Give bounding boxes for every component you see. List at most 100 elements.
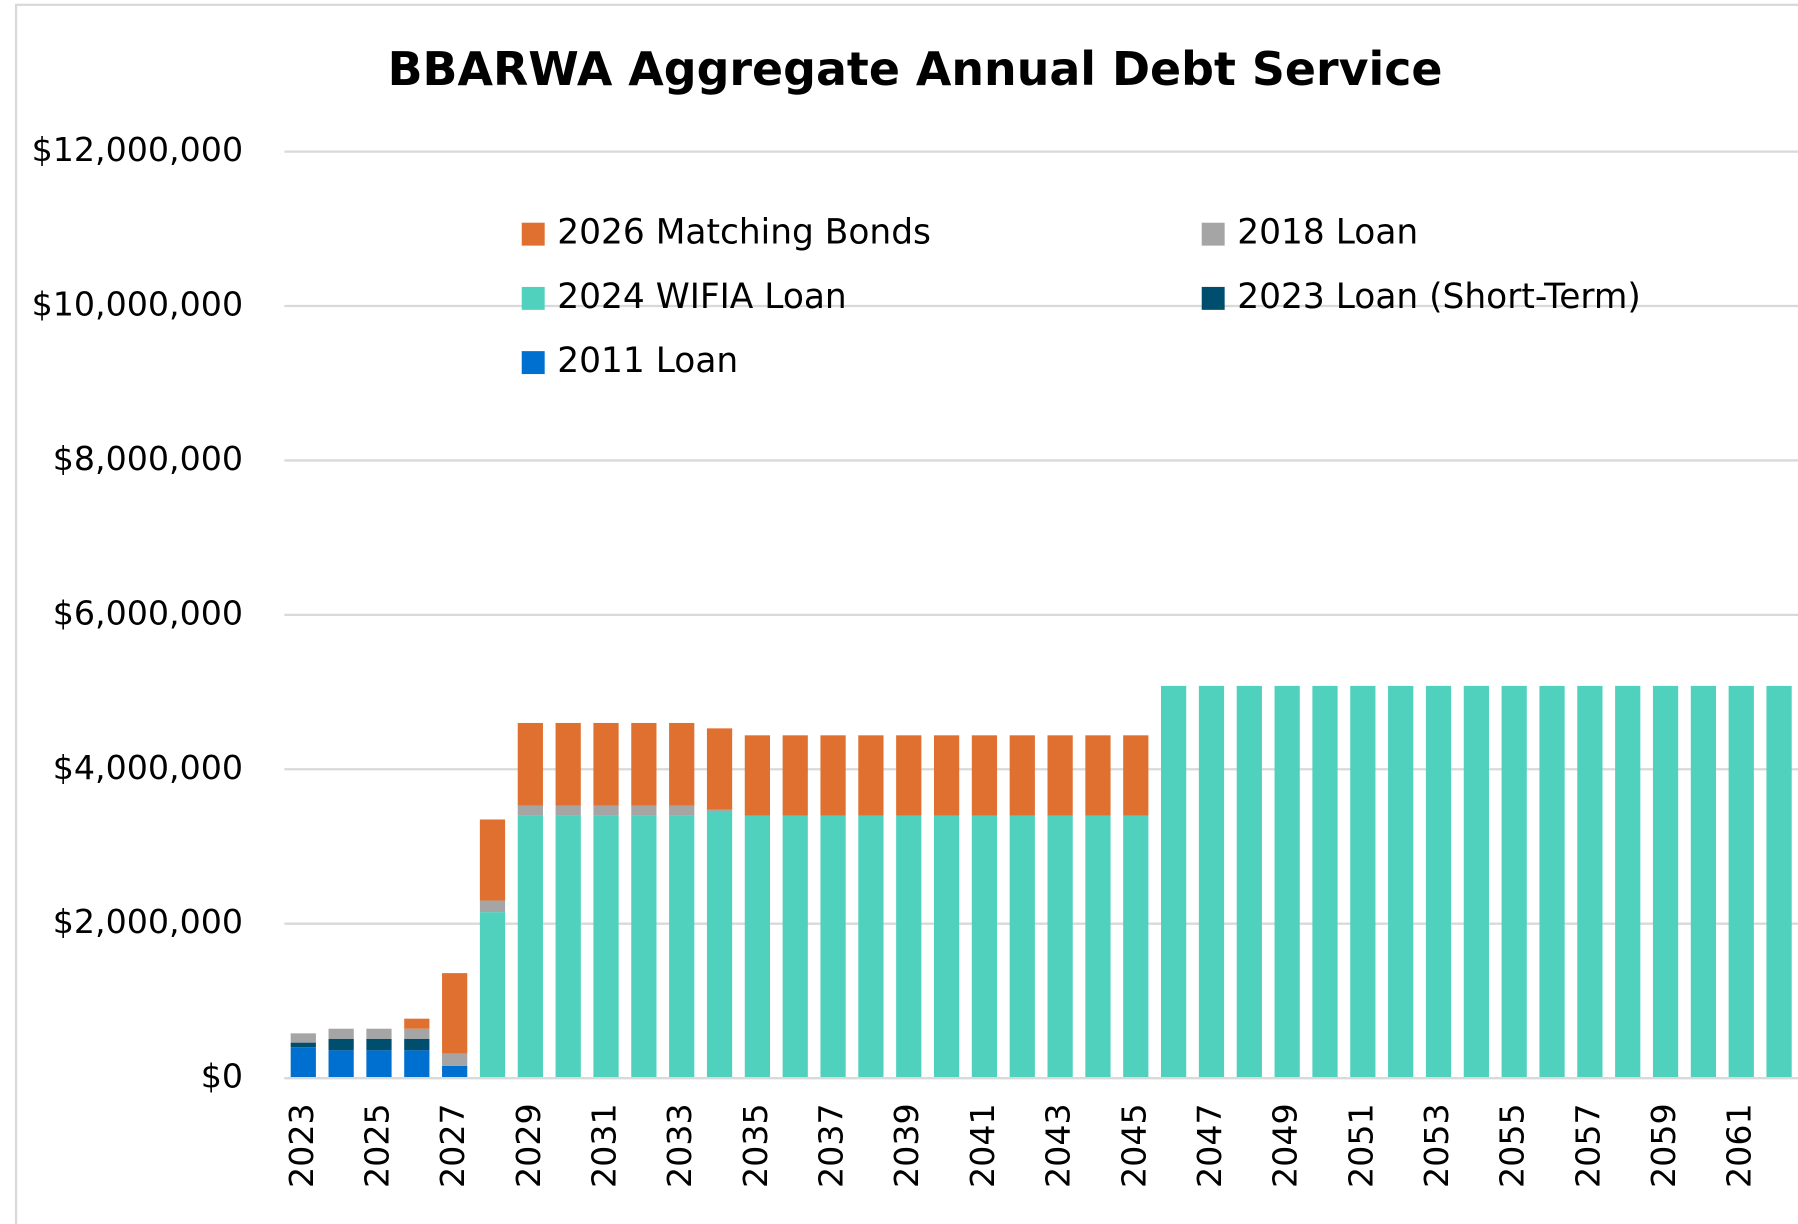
bar-segment xyxy=(1085,735,1111,816)
bar-segment xyxy=(328,1028,354,1039)
bar-segment xyxy=(1009,735,1035,816)
bar-segment xyxy=(782,735,808,816)
x-tick-label: 2025 xyxy=(357,1103,396,1188)
x-tick-label: 2057 xyxy=(1568,1103,1607,1188)
bar-segment xyxy=(366,1028,392,1039)
x-tick-label: 2055 xyxy=(1493,1103,1532,1188)
x-tick-label: 2027 xyxy=(433,1103,472,1188)
bar-segment xyxy=(593,815,619,1079)
bar-segment xyxy=(820,815,846,1079)
bar-segment xyxy=(896,815,922,1079)
chart-border xyxy=(14,3,1798,1224)
bar-segment xyxy=(328,1038,354,1051)
x-tick-label: 2061 xyxy=(1720,1103,1759,1188)
legend-label: 2023 Loan (Short-Term) xyxy=(1237,277,1641,317)
y-tick-label: $0 xyxy=(201,1057,243,1096)
legend-swatch xyxy=(1201,222,1225,246)
bar-segment xyxy=(820,735,846,816)
bar-segment xyxy=(517,805,543,816)
bar-segment xyxy=(442,973,468,1054)
bar-segment xyxy=(858,735,884,816)
bar-segment xyxy=(366,1050,392,1079)
y-tick-label: $6,000,000 xyxy=(53,593,243,632)
bar-segment xyxy=(706,809,733,811)
x-tick-label: 2037 xyxy=(812,1103,851,1188)
x-tick-label: 2039 xyxy=(887,1103,926,1188)
x-tick-label: 2043 xyxy=(1039,1103,1078,1188)
bar-segment xyxy=(479,900,506,913)
bar-segment xyxy=(669,805,695,816)
bar-segment xyxy=(1388,685,1414,1079)
bar-segment xyxy=(933,815,960,1079)
x-tick-label: 2031 xyxy=(585,1103,624,1188)
x-tick-label: 2035 xyxy=(736,1103,775,1188)
bar-segment xyxy=(1463,685,1489,1079)
bar-segment xyxy=(593,722,619,806)
bar-segment xyxy=(328,1050,354,1079)
bar-segment xyxy=(971,815,998,1079)
bar-segment xyxy=(479,819,506,901)
x-tick-label: 2029 xyxy=(509,1103,548,1188)
bar-segment xyxy=(442,1053,468,1066)
bar-segment xyxy=(366,1038,392,1051)
legend-swatch xyxy=(1201,286,1225,310)
y-tick-label: $2,000,000 xyxy=(53,902,243,941)
bar-segment xyxy=(1123,815,1149,1079)
bar-segment xyxy=(1539,685,1565,1079)
x-tick-label: 2033 xyxy=(660,1103,699,1188)
chart-title: BBARWA Aggregate Annual Debt Service xyxy=(388,42,1443,96)
x-tick-label: 2051 xyxy=(1341,1103,1380,1188)
bar-segment xyxy=(1198,685,1225,1079)
bar-segment xyxy=(1425,685,1452,1079)
bar-segment xyxy=(706,728,733,810)
x-tick-label: 2041 xyxy=(963,1103,1002,1188)
bar-segment xyxy=(1652,685,1679,1079)
x-tick-label: 2023 xyxy=(282,1103,321,1188)
bar-segment xyxy=(631,805,657,816)
bar-segment xyxy=(971,735,998,816)
y-tick-label: $4,000,000 xyxy=(53,748,243,787)
bar-segment xyxy=(1501,685,1527,1079)
x-tick-label: 2049 xyxy=(1266,1103,1305,1188)
x-tick-label: 2045 xyxy=(1114,1103,1153,1188)
bar-segment xyxy=(933,735,960,816)
bar-segment xyxy=(404,1038,430,1051)
bar-segment xyxy=(896,735,922,816)
bar-segment xyxy=(479,912,506,1079)
legend-swatch xyxy=(521,222,545,246)
bar-segment xyxy=(1009,815,1035,1079)
bar-segment xyxy=(1577,685,1603,1079)
x-tick-label: 2053 xyxy=(1417,1103,1456,1188)
x-tick-label: 2047 xyxy=(1190,1103,1229,1188)
bar-segment xyxy=(631,815,657,1079)
bar-segment xyxy=(1350,685,1376,1079)
legend-swatch xyxy=(521,286,545,310)
bar-segment xyxy=(517,722,543,806)
bar-segment xyxy=(555,805,581,816)
bar-segment xyxy=(442,1065,468,1079)
bar-segment xyxy=(1728,685,1754,1079)
bar-segment xyxy=(744,815,770,1079)
bar-segment xyxy=(555,722,581,806)
bar-segment xyxy=(290,1047,316,1079)
legend-label: 2026 Matching Bonds xyxy=(557,213,931,253)
bar-segment xyxy=(782,815,808,1079)
bar-segment xyxy=(404,1050,430,1079)
legend-label: 2018 Loan xyxy=(1237,213,1418,253)
legend-swatch xyxy=(521,351,545,375)
legend-label: 2011 Loan xyxy=(557,341,738,381)
legend-label: 2024 WIFIA Loan xyxy=(557,277,846,317)
bar-segment xyxy=(404,1018,430,1029)
bar-segment xyxy=(1047,815,1073,1079)
bar-segment xyxy=(1615,685,1641,1079)
y-tick-label: $12,000,000 xyxy=(32,130,244,169)
bar-segment xyxy=(593,805,619,816)
bar-segment xyxy=(1766,685,1792,1079)
bar-segment xyxy=(1690,685,1717,1079)
bar-segment xyxy=(631,722,657,806)
y-tick-label: $8,000,000 xyxy=(53,439,243,478)
bar-segment xyxy=(1312,685,1338,1079)
bar-segment xyxy=(1274,685,1300,1079)
bar-segment xyxy=(1085,815,1111,1079)
